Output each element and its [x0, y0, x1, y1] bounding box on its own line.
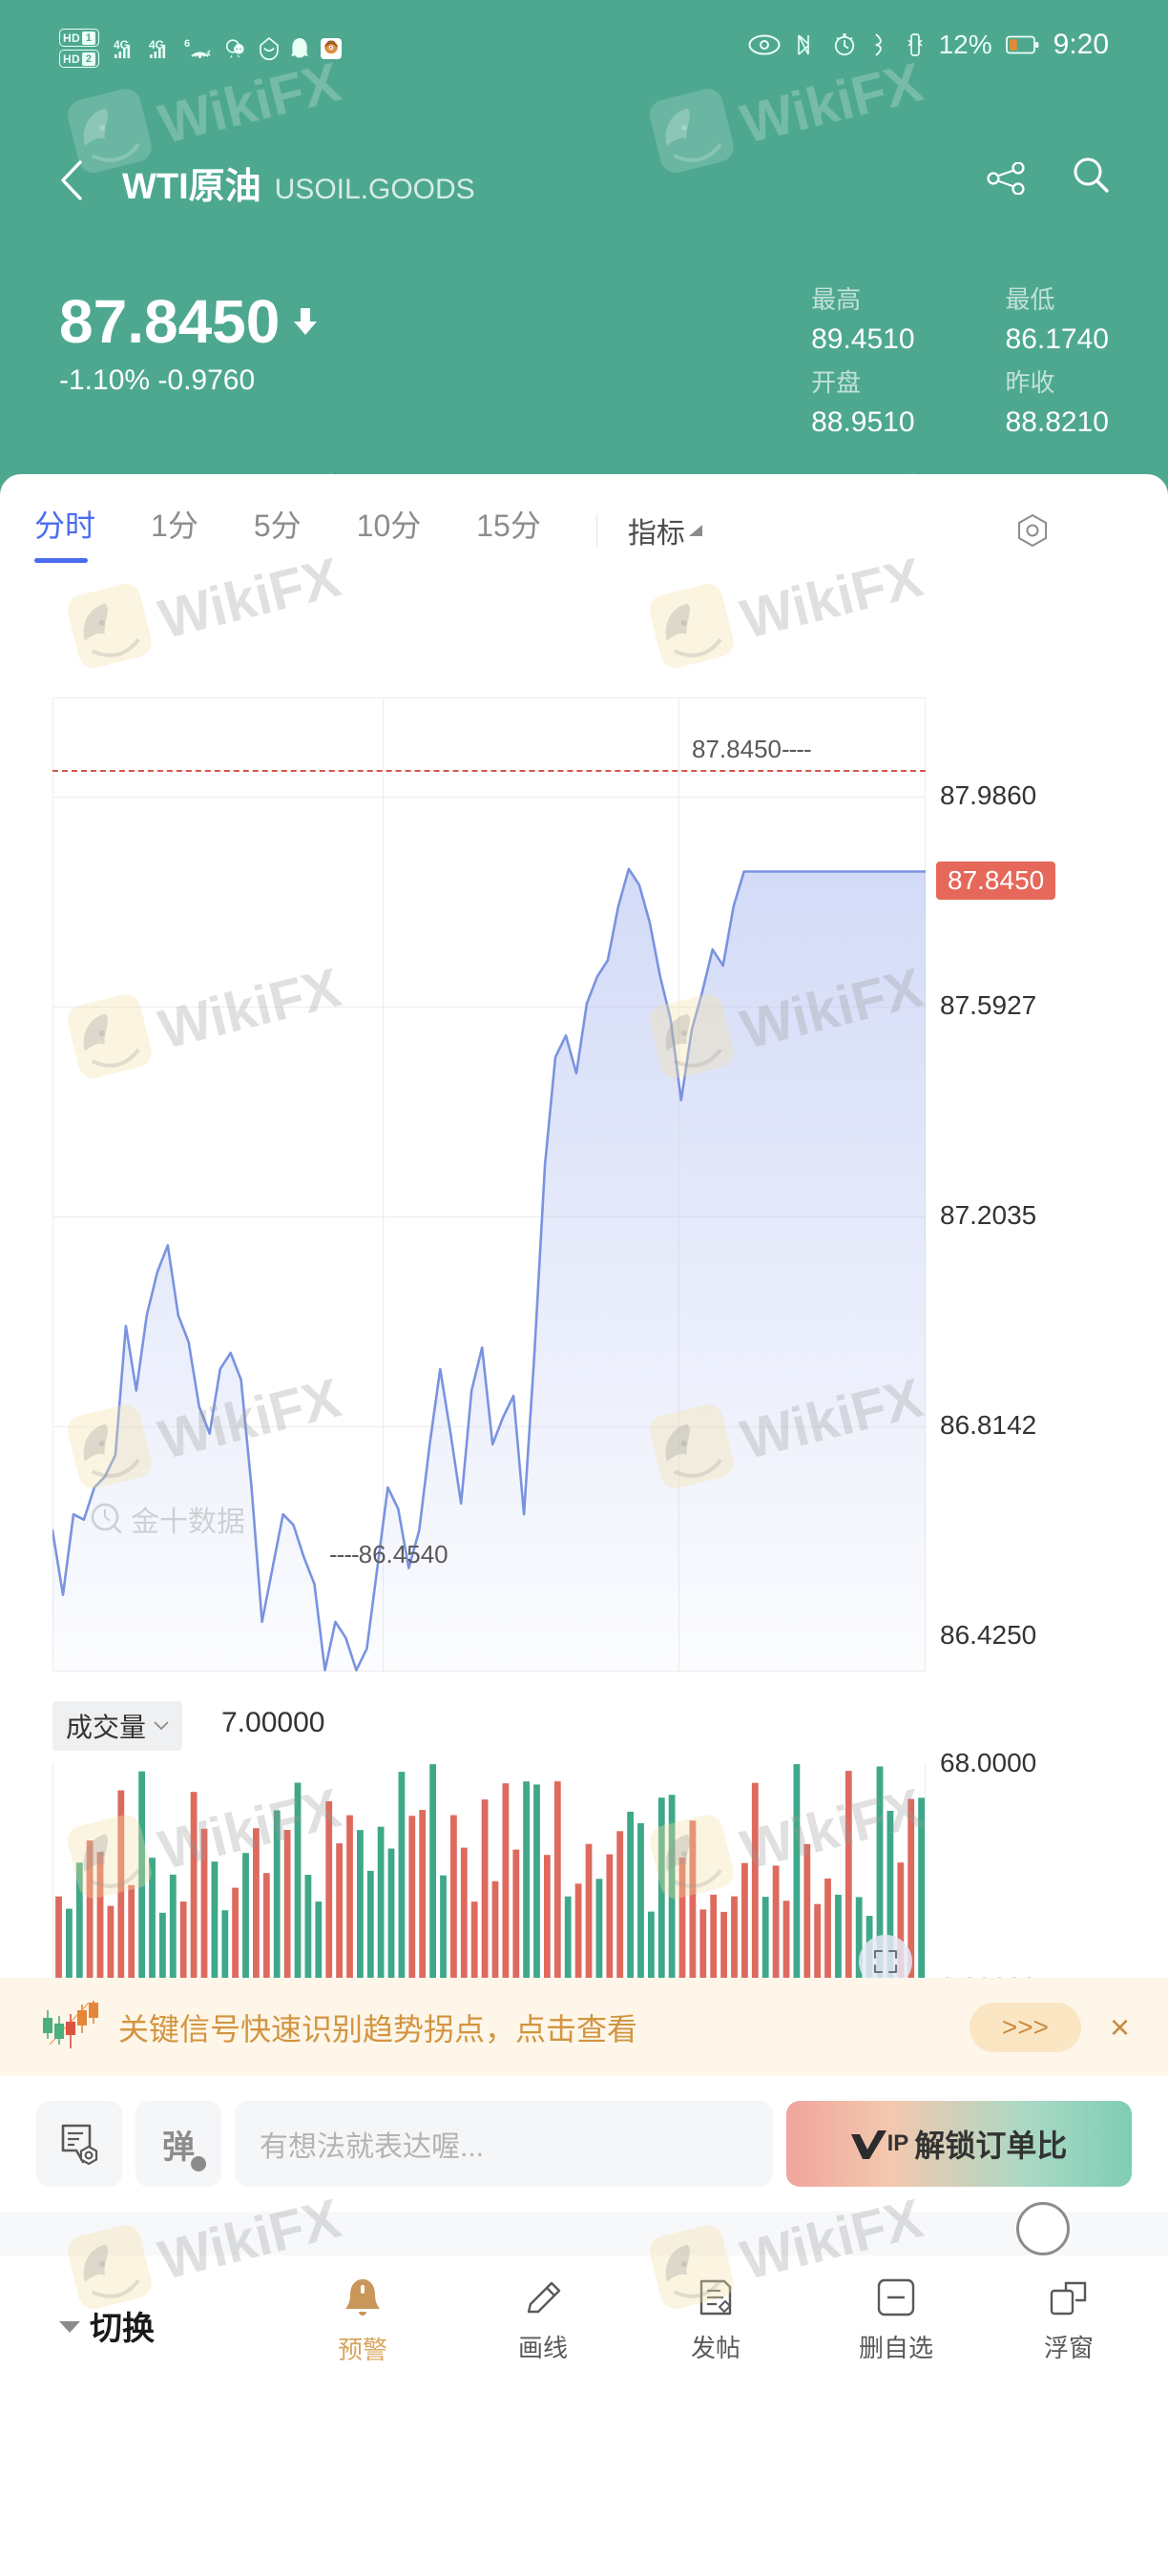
svg-text:4G: 4G: [114, 38, 129, 52]
svg-text:6: 6: [184, 38, 190, 50]
svg-text:4G: 4G: [149, 38, 164, 52]
